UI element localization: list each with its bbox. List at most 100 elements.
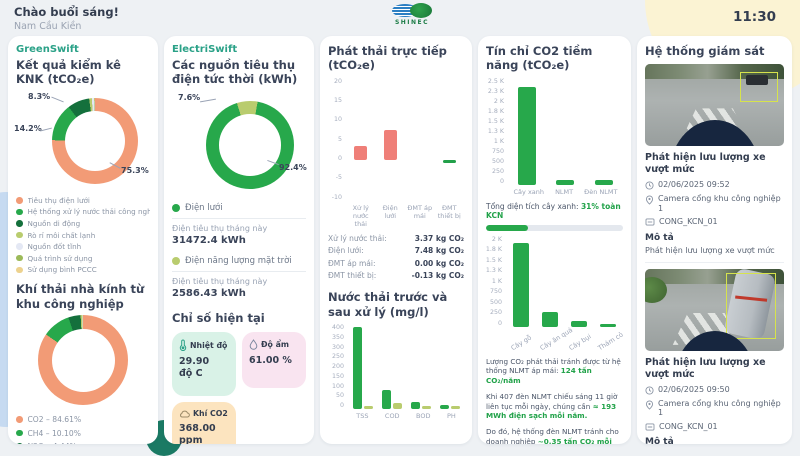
bar bbox=[512, 242, 529, 327]
category-label: BOD bbox=[416, 412, 431, 420]
wastewater-title: Nước thải trước và sau xử lý (mg/l) bbox=[328, 290, 448, 319]
donut-ring bbox=[38, 315, 128, 406]
event-code: CONG_KCN_01 bbox=[645, 422, 784, 432]
bar bbox=[594, 179, 613, 185]
co2-unit: ppm bbox=[179, 435, 203, 444]
bar bbox=[354, 146, 368, 161]
category-label: Cây xanh bbox=[513, 187, 545, 196]
legend-item: Sử dụng bình PCCC bbox=[16, 265, 150, 274]
legend-item: Quá trình sử dụng bbox=[16, 254, 150, 263]
wastewater-chart: 400 350 300 250 200 150 100 50 0 TSS COD BOD PH bbox=[328, 324, 464, 420]
note-paragraph: Lượng CO₂ phát thải tránh được từ hệ thố… bbox=[486, 356, 621, 386]
clock: 11:30 bbox=[733, 9, 776, 25]
direct-title: Phát thải trực tiếp (tCO₂e) bbox=[328, 44, 447, 73]
category-label: Cây bụi bbox=[567, 332, 593, 352]
thermometer-icon bbox=[179, 339, 187, 352]
category-label: NLMT bbox=[555, 187, 574, 196]
event-card[interactable]: Phát hiện lưu lượng xe vượt mức 02/06/20… bbox=[645, 268, 784, 444]
solar-month-label: Điện tiêu thụ tháng này bbox=[172, 276, 268, 286]
bar bbox=[383, 129, 397, 161]
bar bbox=[600, 323, 617, 327]
solar-source-label: Điện năng lượng mặt trời bbox=[185, 255, 292, 266]
shinec-logo-text: SHINEC bbox=[394, 19, 430, 26]
bar bbox=[556, 179, 575, 185]
grid-source-label: Điện lưới bbox=[185, 202, 223, 213]
label-line bbox=[200, 98, 216, 103]
knk-donut-chart: 8.3% 14.2% 75.3% bbox=[14, 92, 150, 192]
humidity-value: 61.00 % bbox=[249, 355, 292, 367]
bar bbox=[450, 405, 460, 409]
event-camera: Camera cổng khu công nghiệp 1 bbox=[645, 194, 784, 213]
category-label: Cây gỗ bbox=[509, 333, 533, 352]
legend-dot bbox=[16, 220, 23, 227]
event-camera: Camera cổng khu công nghiệp 1 bbox=[645, 399, 784, 418]
bar bbox=[518, 87, 537, 185]
header: Chào buổi sáng! Nam Cầu Kiền bbox=[14, 5, 119, 32]
shinec-logo-icon bbox=[392, 3, 432, 18]
green-area-caption: Tổng diện tích cây xanh: 31% toàn KCN bbox=[486, 202, 623, 220]
co2-value: 368.00 bbox=[179, 423, 216, 435]
direct-value-rows: Xử lý nước thải: 3.37 kg CO₂ Điện lưới: 7.4… bbox=[328, 234, 464, 281]
description-label: Mô tả bbox=[645, 232, 674, 243]
event-title: Phát hiện lưu lượng xe vượt mức bbox=[645, 356, 766, 380]
camera-id-icon bbox=[645, 423, 655, 431]
donut-ring bbox=[206, 100, 294, 189]
legend-item: Hệ thống xử lý nước thải công nghiệp bbox=[16, 207, 150, 216]
ghg-title: Khí thải nhà kính từ khu công nghiệp bbox=[16, 282, 145, 311]
bar bbox=[381, 390, 391, 409]
grid-month-label: Điện tiêu thụ tháng này bbox=[172, 223, 268, 233]
donut-label-big: 92.4% bbox=[279, 162, 307, 172]
green-area-label: Tổng diện tích cây xanh: bbox=[486, 201, 579, 211]
bar bbox=[571, 321, 588, 327]
description-label: Mô tả bbox=[645, 437, 674, 444]
legend-dot bbox=[16, 197, 23, 204]
value-row: Xử lý nước thải: 3.37 kg CO₂ bbox=[328, 233, 464, 243]
legend-item: Rò rỉ môi chất lạnh bbox=[16, 231, 150, 240]
category-label: ĐMT áp mái bbox=[407, 203, 433, 220]
legend-dot bbox=[16, 429, 23, 437]
knk-title: Kết quả kiểm kê KNK (tCO₂e) bbox=[16, 58, 121, 87]
donut-ring bbox=[52, 97, 138, 184]
greeting-text: Chào buổi sáng! bbox=[14, 5, 119, 19]
knk-card: GreenSwift Kết quả kiểm kê KNK (tCO₂e) 8… bbox=[8, 36, 158, 444]
divider bbox=[645, 261, 784, 263]
camera-snapshot[interactable] bbox=[645, 64, 784, 147]
legend-item: Nguồn di động bbox=[16, 219, 150, 228]
clock-icon bbox=[645, 386, 654, 395]
app-label-electriswift: ElectriSwift bbox=[172, 44, 238, 55]
temperature-label: Nhiệt độ bbox=[190, 340, 228, 350]
legend-item: CH4 – 10.10% bbox=[16, 429, 150, 438]
value-row: ĐMT áp mái: 0.00 kg CO₂ bbox=[328, 258, 464, 268]
cloud-icon bbox=[180, 410, 190, 418]
bar bbox=[392, 403, 402, 409]
event-card[interactable]: Phát hiện lưu lượng xe vượt mức 02/06/20… bbox=[645, 64, 784, 255]
divider bbox=[172, 270, 306, 272]
legend-dot bbox=[16, 416, 23, 423]
note-paragraph: Khi 407 đèn NLMT chiếu sáng 11 giờ liên … bbox=[486, 391, 618, 421]
temperature-value: 29.90 bbox=[179, 356, 210, 368]
label-line bbox=[51, 96, 64, 103]
legend-dot bbox=[16, 254, 23, 262]
location-pin-icon bbox=[645, 195, 654, 205]
credits-title: Tín chỉ CO2 tiềm năng (tCO₂e) bbox=[486, 44, 593, 73]
direct-emissions-chart: 20 15 10 5 0 -5 -10 Xử lý nước thải Điện lưới ĐMT… bbox=[331, 77, 461, 228]
camera-snapshot[interactable] bbox=[645, 268, 784, 351]
note-paragraph: Do đó, hệ thống đèn NLMT tránh cho doanh… bbox=[486, 427, 619, 444]
category-label: Đèn NLMT bbox=[584, 187, 618, 196]
legend-item: Tiêu thụ điện lưới bbox=[16, 196, 150, 205]
temperature-unit: độ C bbox=[179, 368, 203, 380]
indicators-title: Chỉ số hiện tại bbox=[172, 310, 265, 325]
category-label: Thảm cỏ bbox=[596, 330, 625, 352]
solar-month-value: 2586.43 kWh bbox=[172, 287, 246, 299]
droplet-icon bbox=[249, 339, 258, 350]
monitoring-title: Hệ thống giám sát bbox=[645, 44, 765, 58]
electric-donut-chart: 7.6% 92.4% bbox=[172, 91, 307, 197]
legend-item: N2O – 4.44% bbox=[16, 442, 150, 444]
event-code: CONG_KCN_01 bbox=[645, 217, 784, 227]
bar bbox=[541, 312, 558, 327]
event-time: 02/06/2025 09:50 bbox=[645, 385, 784, 395]
electric-title: Các nguồn tiêu thụ điện tức thời (kWh) bbox=[172, 58, 298, 87]
event-title: Phát hiện lưu lượng xe vượt mức bbox=[645, 152, 766, 176]
label-line bbox=[40, 127, 52, 132]
